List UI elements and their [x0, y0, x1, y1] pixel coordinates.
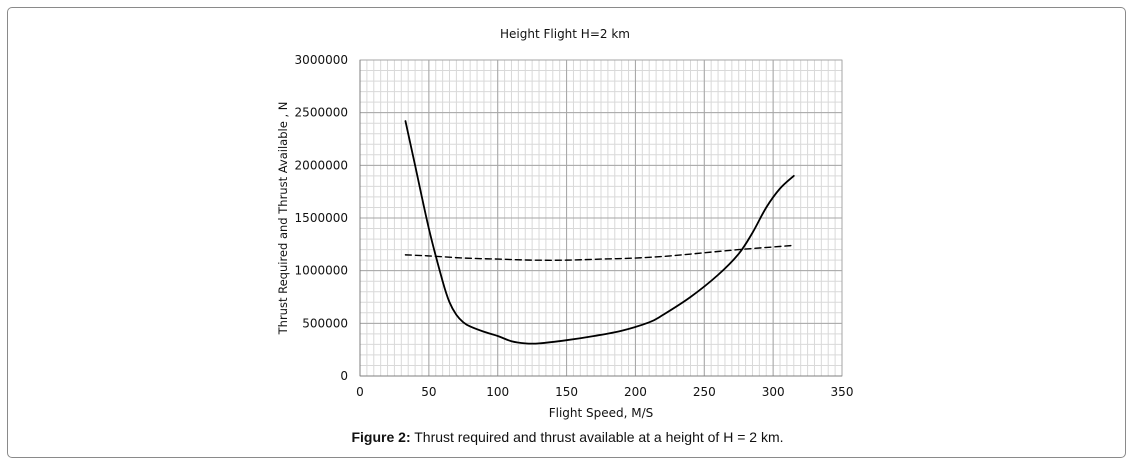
y-tick-label: 3000000: [295, 53, 348, 67]
x-tick-label: 200: [624, 385, 647, 399]
x-tick-label: 350: [831, 385, 854, 399]
chart-title: Height Flight H=2 km: [500, 27, 630, 41]
caption-text: Thrust required and thrust available at …: [410, 429, 784, 445]
figure-caption: Figure 2: Thrust required and thrust ava…: [0, 429, 1135, 445]
x-tick-label: 250: [693, 385, 716, 399]
series-line-thrust-solid: [404, 120, 795, 345]
y-tick-label: 1500000: [295, 211, 348, 225]
y-axis-label: Thrust Required and Thrust Available , N: [276, 102, 290, 336]
y-tick-label: 500000: [302, 316, 348, 330]
y-tick-labels: 0 500000 1000000 1500000 2000000 2500000 30000…: [295, 53, 348, 383]
series-group: [404, 120, 795, 345]
series-line-thrust-dashed: [404, 244, 795, 261]
y-tick-label: 2500000: [295, 106, 348, 120]
x-tick-label: 100: [486, 385, 509, 399]
x-tick-label: 300: [762, 385, 785, 399]
x-tick-labels: 0 50 100 150 200 250 300 350: [356, 385, 853, 399]
x-tick-label: 0: [356, 385, 364, 399]
chart: 0 50 100 150 200 250 300 350 0 500000 1000000 1500…: [276, 27, 853, 420]
y-tick-label: 0: [340, 369, 348, 383]
y-tick-label: 2000000: [295, 158, 348, 172]
x-tick-label: 50: [421, 385, 436, 399]
x-axis-label: Flight Speed, M/S: [549, 406, 654, 420]
y-tick-label: 1000000: [295, 264, 348, 278]
x-tick-label: 150: [555, 385, 578, 399]
caption-label: Figure 2:: [351, 429, 411, 445]
